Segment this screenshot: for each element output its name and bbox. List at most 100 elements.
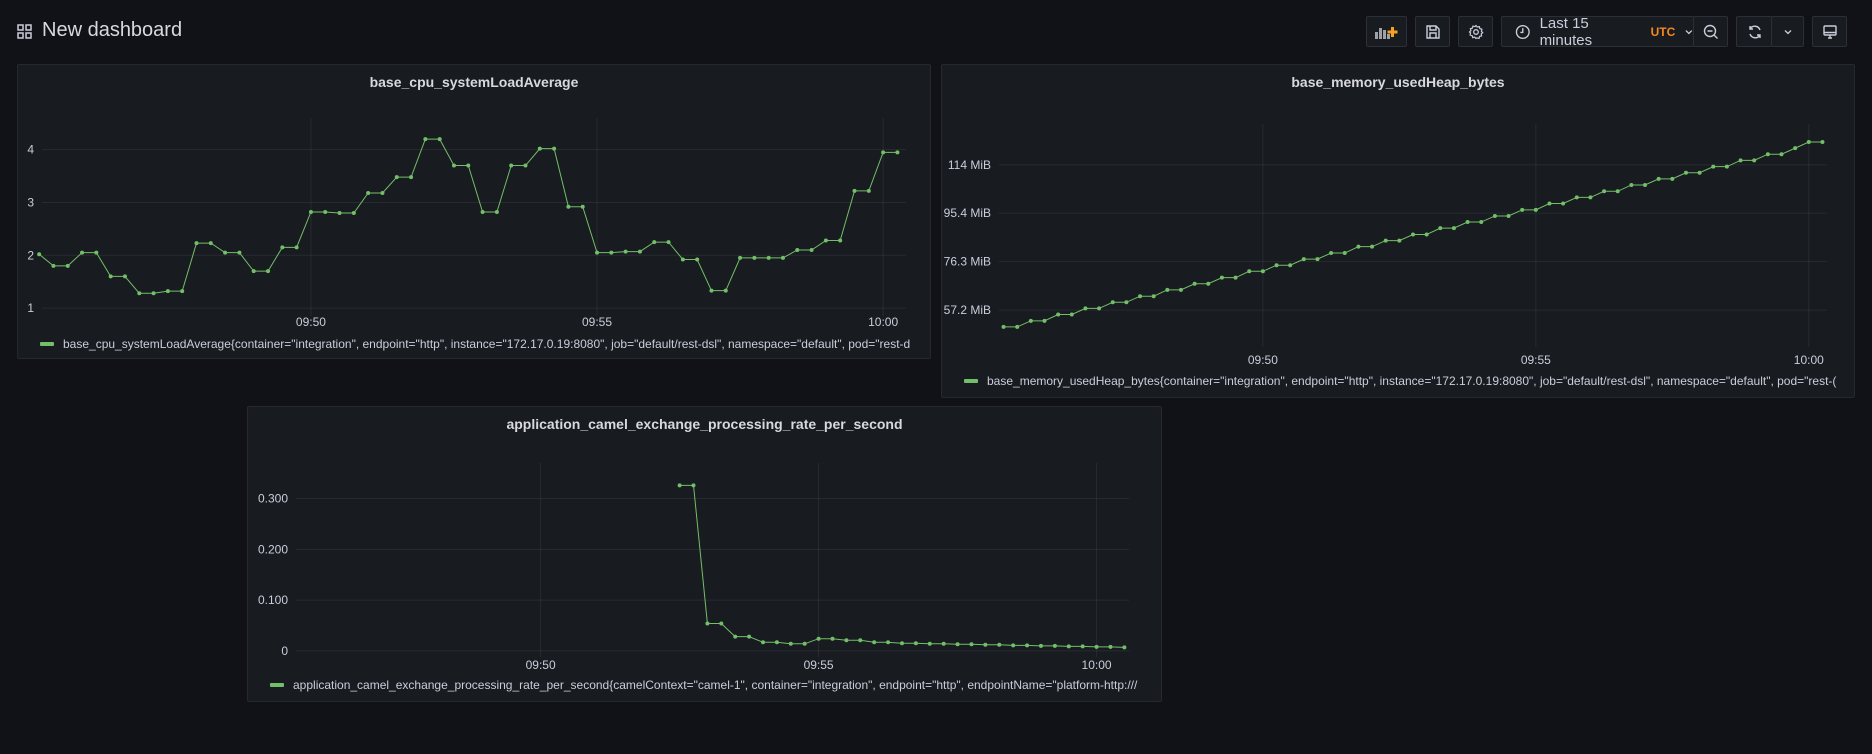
x-tick-label: 09:50 (1248, 353, 1278, 367)
data-point (1397, 238, 1402, 243)
x-tick-label: 10:00 (1082, 658, 1112, 672)
data-point (1219, 275, 1224, 280)
data-point (180, 289, 185, 294)
legend-item[interactable]: base_memory_usedHeap_bytes{container="in… (964, 374, 1850, 388)
gear-icon (1468, 24, 1484, 39)
data-point (1711, 164, 1716, 169)
data-point (1138, 294, 1143, 299)
legend-item[interactable]: application_camel_exchange_processing_ra… (270, 678, 1157, 692)
data-point (194, 241, 199, 246)
data-point (719, 621, 724, 626)
legend-label: base_memory_usedHeap_bytes{container="in… (987, 374, 1837, 388)
data-point (1274, 263, 1279, 268)
data-point (1588, 195, 1593, 200)
data-point (1178, 287, 1183, 292)
y-tick-label: 0.200 (258, 542, 288, 556)
data-point (1779, 152, 1784, 157)
data-point (294, 245, 299, 250)
data-point (802, 641, 807, 646)
data-point (1574, 195, 1579, 200)
data-point (795, 248, 800, 252)
data-point (537, 146, 542, 151)
data-point (774, 640, 779, 645)
data-point (409, 175, 414, 180)
data-point (881, 150, 886, 155)
panel-title[interactable]: base_cpu_systemLoadAverage (369, 74, 579, 90)
data-point (80, 250, 85, 255)
data-point (437, 137, 442, 142)
data-point (523, 163, 528, 168)
refresh-interval-dropdown[interactable] (1771, 16, 1804, 47)
data-point (223, 250, 228, 255)
data-point (566, 204, 571, 209)
add-panel-button[interactable] (1366, 16, 1407, 47)
x-tick-label: 10:00 (868, 315, 898, 329)
zoom-out-button[interactable] (1693, 16, 1728, 47)
panel-title[interactable]: base_memory_usedHeap_bytes (1291, 74, 1505, 90)
data-point (738, 255, 743, 260)
data-point (423, 137, 428, 142)
y-tick-label: 0.100 (258, 593, 288, 607)
data-point (1288, 263, 1293, 268)
data-point (237, 250, 242, 255)
clock-icon (1515, 24, 1530, 39)
data-point (983, 642, 988, 647)
save-dashboard-button[interactable] (1415, 16, 1450, 47)
refresh-button[interactable] (1736, 16, 1772, 47)
x-tick-label: 10:00 (1794, 353, 1824, 367)
data-point (1001, 324, 1006, 329)
data-point (1069, 312, 1074, 317)
y-tick-label: 114 MiB (948, 158, 991, 172)
legend-item[interactable]: base_cpu_systemLoadAverage{container="in… (40, 337, 926, 351)
data-point (1479, 220, 1484, 225)
data-point (251, 269, 256, 274)
chevron-down-icon (1685, 29, 1693, 34)
data-point (51, 263, 56, 268)
data-point (337, 211, 342, 216)
dashboard-settings-button[interactable] (1458, 16, 1493, 47)
data-point (844, 638, 849, 643)
time-range-picker[interactable]: Last 15 minutes UTC (1501, 15, 1694, 49)
data-point (1806, 140, 1811, 145)
data-point (872, 640, 877, 645)
data-point (723, 288, 728, 293)
data-point (760, 640, 765, 645)
data-point (666, 240, 671, 245)
chart-camel-rate: 0 0.100 0.200 0.300 09:50 09:55 10:00 (258, 463, 1129, 672)
data-point (1356, 244, 1361, 249)
data-point (866, 188, 871, 193)
data-point (941, 641, 946, 646)
data-point (1370, 244, 1375, 249)
panel-title[interactable]: application_camel_exchange_processing_ra… (506, 416, 903, 432)
zoom-out-icon (1703, 24, 1718, 39)
dashboard-title[interactable]: New dashboard (42, 19, 183, 41)
panel-cpu-load[interactable]: base_cpu_systemLoadAverage 1 2 3 4 09:50 09:5… (17, 64, 931, 359)
chart-cpu-load: 1 2 3 4 09:50 09:55 10:00 (27, 118, 906, 329)
panel-memory-heap[interactable]: base_memory_usedHeap_bytes 57.2 MiB 76.3 … (941, 64, 1855, 398)
series-color-swatch (270, 683, 284, 687)
data-point (1260, 269, 1265, 274)
data-point (1110, 300, 1115, 305)
data-point (1122, 645, 1127, 650)
data-point (1097, 306, 1102, 311)
data-point (1342, 251, 1347, 256)
data-point (1683, 170, 1688, 175)
grid-icon (17, 24, 32, 39)
data-point (1011, 643, 1016, 648)
data-point (1329, 251, 1334, 256)
data-point (1108, 644, 1113, 649)
view-mode-button[interactable] (1812, 16, 1847, 47)
data-point (1383, 238, 1388, 243)
data-point (137, 291, 142, 296)
data-point (677, 483, 682, 488)
data-point (1629, 182, 1634, 187)
data-point (1752, 158, 1757, 163)
data-point (1520, 207, 1525, 212)
data-point (709, 288, 714, 293)
data-point (1206, 281, 1211, 286)
panel-camel-rate[interactable]: application_camel_exchange_processing_ra… (247, 406, 1162, 702)
data-point (323, 209, 328, 214)
y-tick-label: 95.4 MiB (944, 206, 991, 220)
data-point (680, 257, 685, 262)
save-icon (1425, 24, 1440, 39)
